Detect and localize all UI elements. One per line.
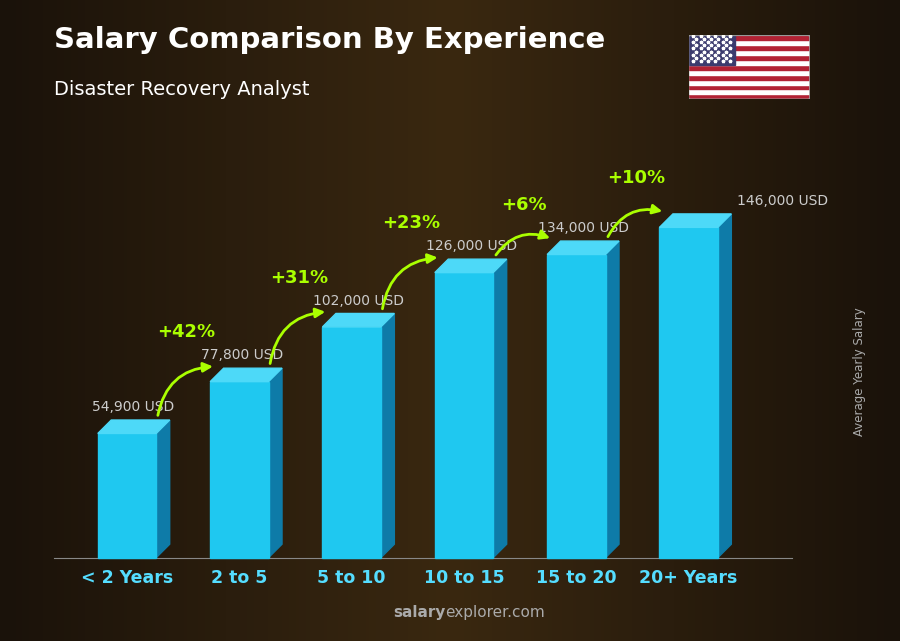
Bar <box>660 228 718 558</box>
Bar <box>688 40 810 45</box>
Text: 77,800 USD: 77,800 USD <box>202 349 284 362</box>
Polygon shape <box>210 368 282 381</box>
Polygon shape <box>493 259 507 558</box>
Bar <box>322 327 381 558</box>
Text: 54,900 USD: 54,900 USD <box>92 400 175 414</box>
Bar <box>688 90 810 94</box>
Bar <box>688 79 810 85</box>
Bar <box>435 272 493 558</box>
Polygon shape <box>660 214 732 228</box>
Bar <box>688 70 810 75</box>
Polygon shape <box>157 420 170 558</box>
Polygon shape <box>547 241 619 254</box>
Text: +31%: +31% <box>270 269 328 287</box>
Polygon shape <box>606 241 619 558</box>
Text: 146,000 USD: 146,000 USD <box>737 194 828 208</box>
Bar <box>688 94 810 99</box>
Text: Disaster Recovery Analyst: Disaster Recovery Analyst <box>54 80 310 99</box>
Polygon shape <box>718 214 732 558</box>
Text: Average Yearly Salary: Average Yearly Salary <box>853 308 866 436</box>
Text: +42%: +42% <box>158 323 216 341</box>
Bar <box>688 35 810 40</box>
Text: 126,000 USD: 126,000 USD <box>426 239 517 253</box>
Text: salary: salary <box>393 604 446 620</box>
Polygon shape <box>381 313 394 558</box>
Bar <box>688 60 810 65</box>
Bar <box>688 85 810 90</box>
Bar <box>210 381 268 558</box>
Bar <box>688 55 810 60</box>
Polygon shape <box>98 420 170 433</box>
Bar <box>547 254 606 558</box>
Bar <box>688 65 810 70</box>
Text: +23%: +23% <box>382 214 440 232</box>
Bar <box>688 45 810 50</box>
Polygon shape <box>322 313 394 327</box>
Bar <box>688 50 810 55</box>
Text: 134,000 USD: 134,000 USD <box>538 221 629 235</box>
Text: +6%: +6% <box>500 196 546 214</box>
Text: 102,000 USD: 102,000 USD <box>313 294 404 308</box>
Text: +10%: +10% <box>607 169 665 187</box>
Text: explorer.com: explorer.com <box>446 604 545 620</box>
Bar <box>98 433 157 558</box>
Bar <box>688 75 810 79</box>
Polygon shape <box>435 259 507 272</box>
Polygon shape <box>268 368 282 558</box>
Bar <box>688 35 734 65</box>
Text: Salary Comparison By Experience: Salary Comparison By Experience <box>54 26 605 54</box>
